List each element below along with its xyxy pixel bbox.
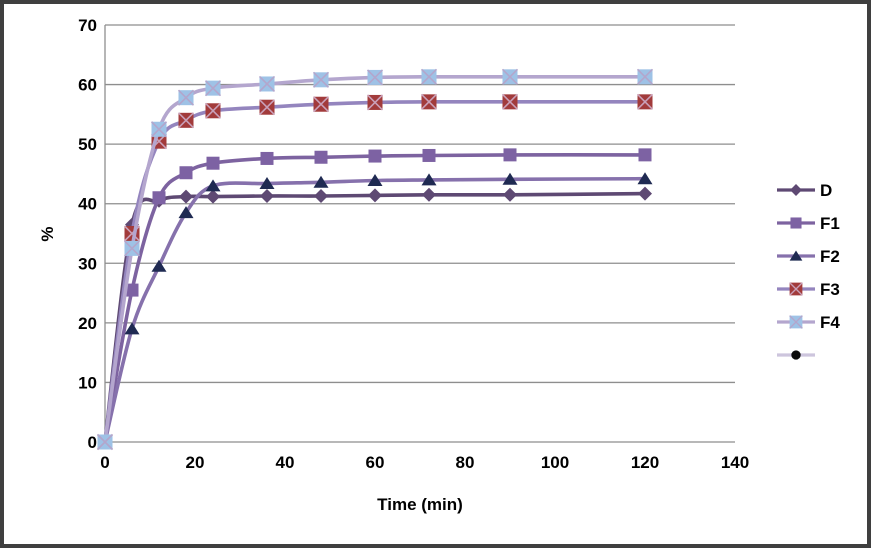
marker-F3-60-x xyxy=(366,94,384,111)
x-tick-label: 40 xyxy=(276,453,295,472)
marker-F2-6 xyxy=(124,322,140,335)
marker-D-48 xyxy=(314,188,328,203)
y-tick-label: 10 xyxy=(78,373,97,392)
y-axis-title: % xyxy=(38,226,57,242)
series-line-F4 xyxy=(103,74,647,444)
marker-F4-18-x xyxy=(177,89,195,106)
legend-label-F1: F1 xyxy=(820,214,840,233)
marker-F3-120-x xyxy=(636,93,654,110)
marker-F3-36-x xyxy=(258,99,276,116)
legend-marker-F2 xyxy=(789,250,803,261)
x-tick-label: 0 xyxy=(100,453,109,472)
marker-F2-60 xyxy=(367,173,383,186)
marker-F2-12 xyxy=(151,259,167,272)
y-tick-label: 0 xyxy=(88,433,97,452)
marker-F2-36 xyxy=(259,176,275,189)
legend-marker-F1 xyxy=(790,217,802,229)
marker-F4-120-x xyxy=(636,68,654,85)
marker-F1-18 xyxy=(179,166,193,180)
legend-label-F4: F4 xyxy=(820,313,840,332)
series-line-F2 xyxy=(103,176,647,444)
marker-F2-48 xyxy=(313,175,329,188)
marker-D-72 xyxy=(422,187,436,202)
x-tick-label: 100 xyxy=(541,453,569,472)
marker-D-18 xyxy=(179,189,193,204)
marker-F2-72 xyxy=(421,173,437,186)
marker-F4-0-x xyxy=(96,433,114,451)
y-tick-label: 40 xyxy=(78,195,97,214)
legend-marker-D xyxy=(790,184,802,196)
marker-F1-36 xyxy=(260,151,274,165)
marker-F1-60 xyxy=(368,149,382,163)
x-tick-label: 120 xyxy=(631,453,659,472)
legend-marker-F3-x xyxy=(789,282,803,296)
marker-F2-24 xyxy=(205,179,221,192)
marker-D-24 xyxy=(206,189,220,204)
marker-F4-6-x xyxy=(123,240,141,257)
y-tick-label: 50 xyxy=(78,135,97,154)
marker-F1-12 xyxy=(152,191,166,205)
legend-label-D: D xyxy=(820,181,832,200)
x-tick-label: 60 xyxy=(366,453,385,472)
x-tick-label: 140 xyxy=(721,453,749,472)
marker-F4-12-x xyxy=(150,121,168,138)
marker-F2-18 xyxy=(178,206,194,219)
marker-F3-24-x xyxy=(204,102,222,119)
marker-F3-72-x xyxy=(420,93,438,110)
y-tick-label: 70 xyxy=(78,16,97,35)
legend-label-F2: F2 xyxy=(820,247,840,266)
marker-F2-90 xyxy=(502,172,518,185)
marker-D-120 xyxy=(638,186,652,201)
y-tick-label: 20 xyxy=(78,314,97,333)
marker-F1-24 xyxy=(206,156,220,170)
legend-label-F3: F3 xyxy=(820,280,840,299)
legend-marker-F4-x xyxy=(789,315,803,329)
marker-F4-24-x xyxy=(204,80,222,97)
marker-F3-48-x xyxy=(312,96,330,113)
marker-D-90 xyxy=(503,187,517,202)
x-axis-title: Time (min) xyxy=(377,495,463,514)
marker-F4-36-x xyxy=(258,75,276,93)
marker-F4-72-x xyxy=(420,68,438,85)
marker-D-36 xyxy=(260,188,274,203)
marker-F1-6 xyxy=(125,283,139,297)
marker-F3-18-x xyxy=(177,112,195,129)
y-tick-label: 60 xyxy=(78,76,97,95)
x-tick-label: 20 xyxy=(186,453,205,472)
y-tick-label: 30 xyxy=(78,254,97,273)
marker-F1-72 xyxy=(422,148,436,162)
x-tick-label: 80 xyxy=(456,453,475,472)
marker-F1-90 xyxy=(503,148,517,162)
marker-F3-90-x xyxy=(501,93,519,110)
marker-F1-120 xyxy=(638,148,652,162)
marker-F1-48 xyxy=(314,150,328,164)
marker-F4-60-x xyxy=(366,69,384,86)
marker-F4-48-x xyxy=(312,71,330,88)
marker-F2-120 xyxy=(637,172,653,185)
legend-marker-unnamed xyxy=(791,350,801,360)
series-line-D xyxy=(103,191,647,444)
marker-F4-90-x xyxy=(501,68,519,85)
marker-D-60 xyxy=(368,188,382,203)
